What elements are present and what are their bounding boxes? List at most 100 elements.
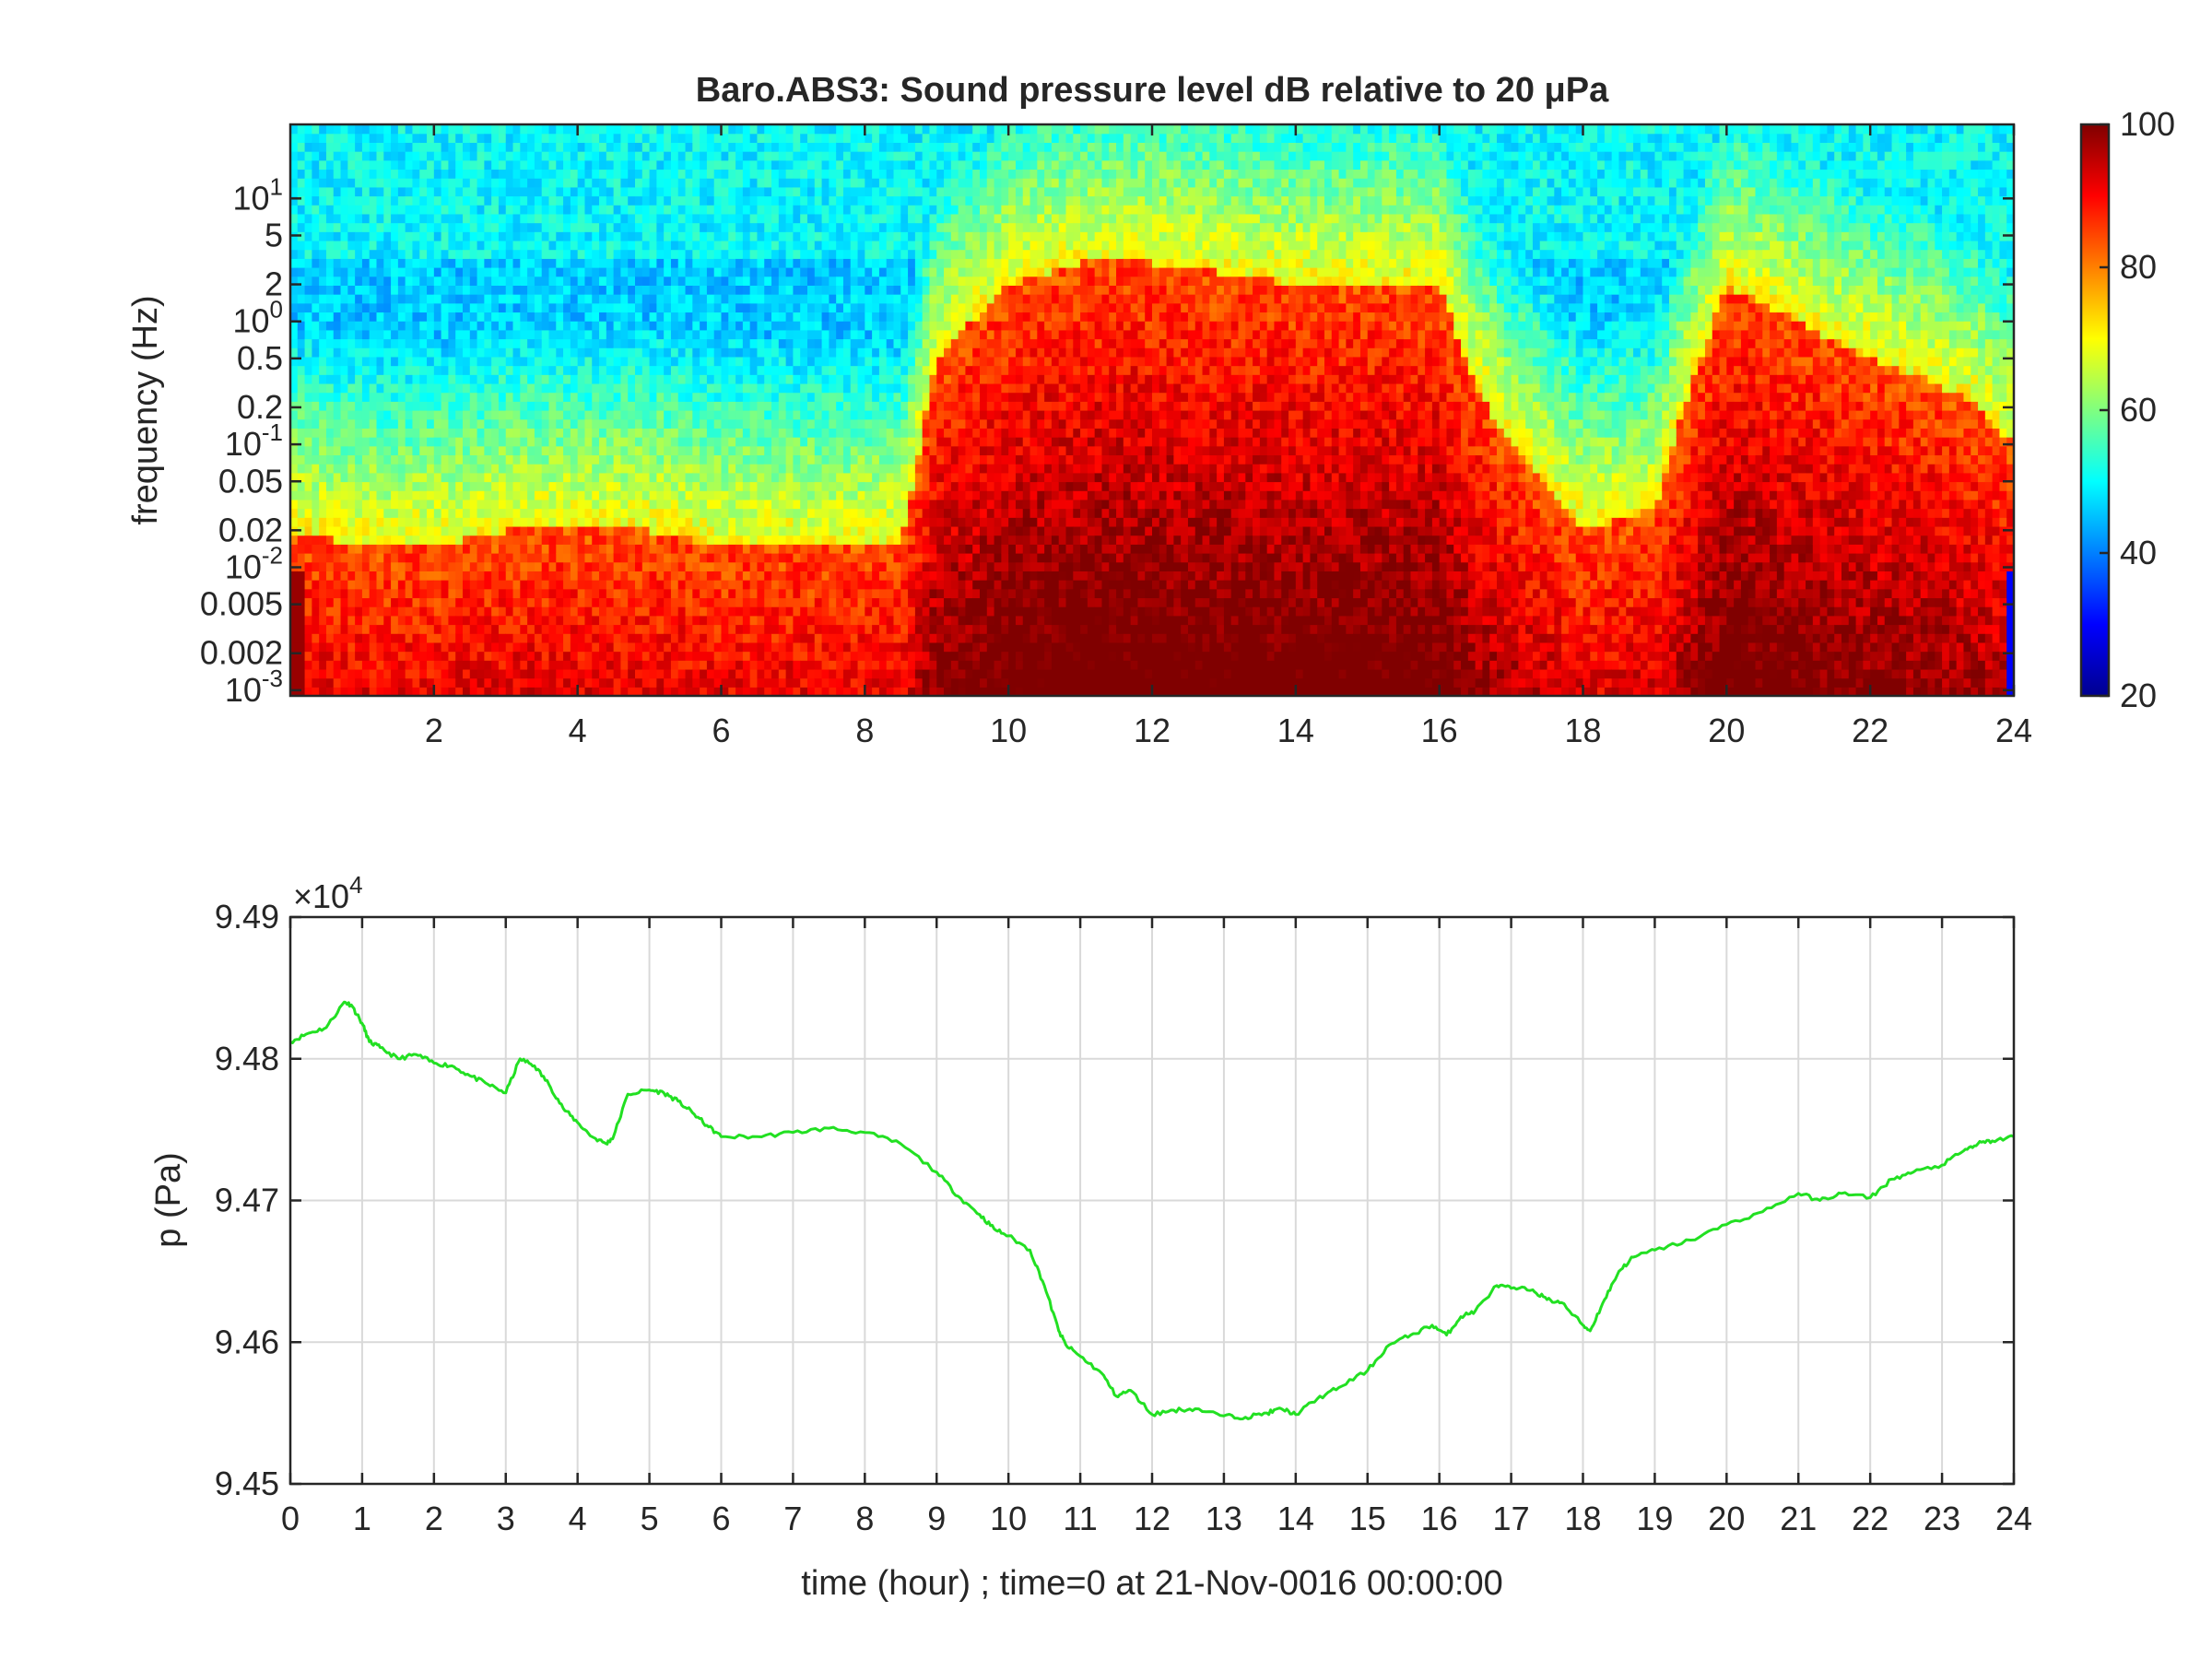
spectrogram-cell [714, 347, 722, 357]
spectrogram-cell [556, 473, 563, 482]
spectrogram-cell [599, 437, 606, 446]
spectrogram-cell [714, 606, 722, 616]
spectrogram-cell [700, 223, 707, 232]
spectrogram-cell [692, 553, 700, 562]
spectrogram-cell [700, 374, 707, 383]
spectrogram-cell [506, 285, 513, 294]
spectrogram-cell [700, 482, 707, 491]
spectrogram-cell [434, 544, 441, 553]
spectrogram-cell [836, 625, 843, 634]
spectrogram-cell [412, 616, 419, 625]
spectrogram-cell [750, 428, 758, 437]
spectrogram-cell [771, 374, 779, 383]
spectrogram-cell [620, 625, 628, 634]
spectrogram-cell [686, 205, 693, 214]
spectrogram-cell [735, 678, 743, 688]
spectrogram-cell [807, 339, 815, 348]
spectrogram-cell [822, 339, 830, 348]
spectrogram-cell [499, 205, 506, 214]
spectrogram-cell [362, 393, 370, 402]
spectrogram-cell [484, 428, 491, 437]
spectrogram-cell [347, 169, 355, 178]
spectrogram-cell [771, 151, 779, 160]
spectrogram-cell [728, 134, 735, 143]
spectrogram-cell [355, 294, 362, 303]
spectrogram-cell [764, 401, 771, 410]
spectrogram-cell [678, 339, 686, 348]
spectrogram-cell [491, 562, 499, 571]
spectrogram-cell [305, 606, 312, 616]
spectrogram-cell [391, 633, 398, 642]
spectrogram-cell [592, 526, 599, 535]
spectrogram-cell [383, 652, 391, 661]
spectrogram-cell [563, 267, 571, 276]
spectrogram-cell [807, 393, 815, 402]
spectrogram-cell [606, 464, 614, 473]
spectrogram-cell [334, 393, 341, 402]
spectrogram-cell [549, 347, 557, 357]
spectrogram-cell [441, 196, 449, 206]
spectrogram-cell [707, 589, 714, 598]
spectrogram-cell [477, 142, 485, 151]
spectrogram-cell [319, 535, 326, 545]
spectrogram-cell [664, 151, 671, 160]
spectrogram-cell [779, 142, 786, 151]
spectrogram-cell [743, 642, 750, 652]
spectrogram-cell [383, 454, 391, 464]
spectrogram-cell [506, 446, 513, 455]
spectrogram-cell [771, 464, 779, 473]
spectrogram-cell [836, 312, 843, 321]
spectrogram-cell [707, 303, 714, 312]
spectrogram-cell [549, 526, 557, 535]
spectrogram-cell [628, 250, 635, 259]
spectrogram-cell [757, 223, 764, 232]
spectrogram-cell [692, 124, 700, 134]
spectrogram-cell [549, 285, 557, 294]
spectrogram-cell [714, 517, 722, 526]
spectrogram-cell [671, 616, 678, 625]
spectrogram-cell [807, 205, 815, 214]
spectrogram-cell [836, 509, 843, 518]
spectrogram-cell [412, 490, 419, 500]
spectrogram-cell [419, 660, 427, 669]
spectrogram-cell [722, 553, 729, 562]
spectrogram-cell [571, 321, 578, 330]
spectrogram-cell [571, 616, 578, 625]
spectrogram-cell [341, 606, 348, 616]
spectrogram-cell [571, 652, 578, 661]
spectrogram-cell [535, 597, 542, 606]
spectrogram-cell [771, 366, 779, 375]
spectrogram-cell [406, 660, 413, 669]
spectrogram-cell [571, 464, 578, 473]
spectrogram-cell [470, 294, 477, 303]
spectrogram-cell [312, 142, 319, 151]
spectrogram-cell [319, 437, 326, 446]
spectrogram-cell [441, 544, 449, 553]
spectrogram-cell [290, 267, 298, 276]
spectrogram-cell [491, 366, 499, 375]
spectrogram-cell [786, 606, 794, 616]
spectrogram-cell [563, 285, 571, 294]
spectrogram-cell [606, 616, 614, 625]
spectrogram-cell [599, 589, 606, 598]
spectrogram-cell [800, 347, 807, 357]
spectrogram-cell [822, 633, 830, 642]
spectrogram-cell [829, 597, 836, 606]
spectrogram-cell [326, 366, 334, 375]
spectrogram-cell [664, 312, 671, 321]
spectrogram-cell [807, 490, 815, 500]
spectrogram-cell [535, 562, 542, 571]
spectrogram-cell [650, 509, 657, 518]
spectrogram-cell [656, 214, 664, 223]
spectrogram-cell [419, 205, 427, 214]
spectrogram-cell [362, 660, 370, 669]
spectrogram-cell [614, 160, 621, 170]
spectrogram-cell [448, 393, 455, 402]
spectrogram-cell [650, 250, 657, 259]
spectrogram-cell [520, 231, 527, 241]
spectrogram-cell [750, 473, 758, 482]
spectrogram-cell [362, 258, 370, 267]
spectrogram-cell [542, 544, 549, 553]
spectrogram-cell [606, 160, 614, 170]
spectrogram-cell [334, 410, 341, 419]
